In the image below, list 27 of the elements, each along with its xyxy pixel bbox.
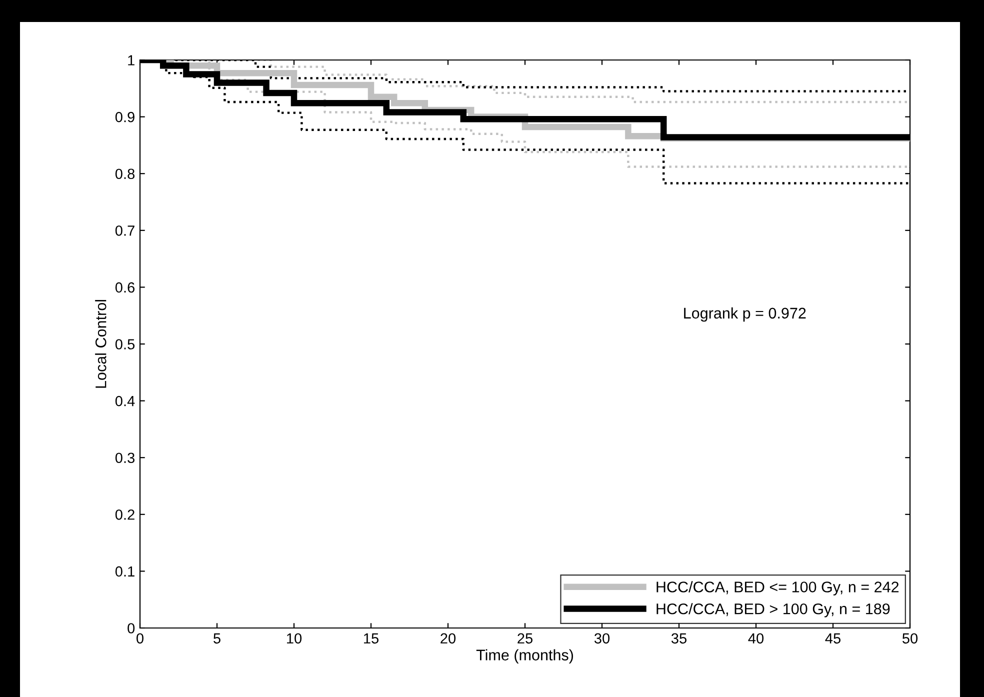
y-tick-label: 0.9 (115, 112, 134, 122)
x-tick-label: 40 (748, 633, 764, 644)
x-tick-label: 0 (136, 633, 144, 644)
y-tick-label: 0.3 (115, 452, 134, 464)
x-axis-title: Time (months) (476, 649, 574, 664)
legend-label: HCC/CCA, BED > 100 Gy, n = 189 (656, 603, 890, 618)
y-tick-label: 0.5 (115, 339, 135, 350)
y-tick-label: 0.6 (115, 282, 134, 293)
x-tick-label: 35 (671, 633, 686, 644)
annotation: Logrank p = 0.972 (684, 307, 806, 322)
y-tick-label: 1 (128, 55, 134, 66)
legend-label: HCC/CCA, BED <= 100 Gy, n = 242 (656, 581, 899, 596)
y-tick-label: 0.7 (115, 226, 134, 236)
x-tick-label: 50 (902, 633, 918, 644)
x-tick-label: 20 (440, 633, 456, 644)
y-tick-label: 0.1 (115, 566, 134, 577)
x-tick-label: 10 (287, 633, 302, 644)
y-tick-label: 0.8 (115, 168, 135, 180)
x-tick-label: 5 (214, 633, 220, 644)
x-tick-label: 15 (364, 633, 378, 644)
y-tick-label: 0.2 (115, 510, 134, 520)
x-tick-label: 30 (594, 633, 610, 644)
y-tick-label: 0.4 (115, 396, 135, 406)
y-axis-title: Local Control (95, 300, 106, 388)
x-tick-label: 25 (518, 633, 532, 644)
x-tick-label: 45 (825, 633, 840, 644)
y-tick-label: 0 (128, 623, 135, 634)
